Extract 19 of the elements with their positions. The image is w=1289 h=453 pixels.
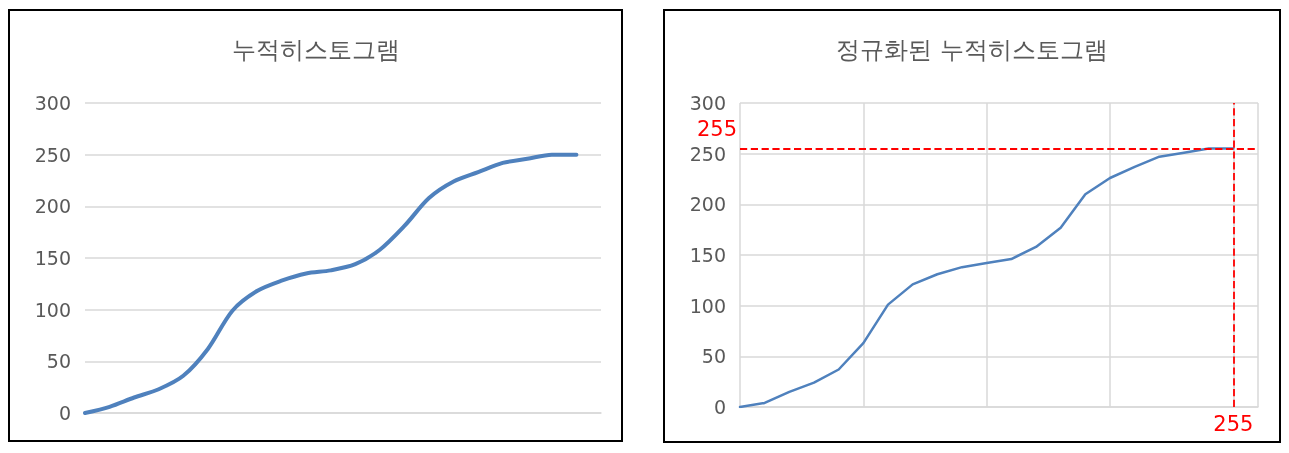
y-tick-label: 0: [58, 402, 71, 424]
y-tick-label: 50: [46, 350, 71, 373]
chart-title: 정규화된 누적히스토그램: [836, 36, 1108, 64]
ref-line-label: 255: [696, 116, 737, 141]
y-tick-label: 100: [34, 298, 71, 321]
y-tick-label: 150: [34, 247, 71, 269]
line-series: [83, 152, 579, 415]
y-tick-label: 300: [34, 92, 71, 114]
y-tick-label: 200: [689, 193, 726, 216]
y-tick-label: 50: [701, 345, 726, 368]
chart-title: 누적히스토그램: [231, 36, 400, 64]
y-tick-label: 250: [689, 142, 726, 165]
y-tick-label: 150: [689, 244, 726, 266]
line-series: [738, 147, 1235, 409]
y-tick-label: 100: [689, 294, 726, 317]
y-tick-label: 0: [713, 396, 726, 418]
y-tick-label: 300: [689, 92, 726, 114]
y-tick-label: 200: [34, 195, 71, 218]
y-tick-label: 250: [34, 143, 71, 166]
